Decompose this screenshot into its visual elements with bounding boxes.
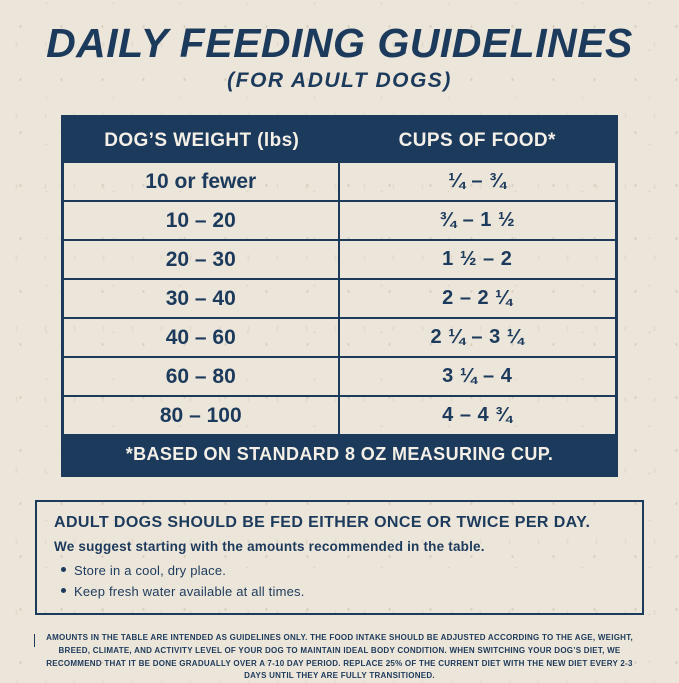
page-title: DAILY FEEDING GUIDELINES [46, 20, 633, 66]
cups-cell: 2 ¼ – 3 ¼ [430, 326, 524, 349]
weight-cell: 40 – 60 [64, 319, 340, 357]
cups-cell: 3 ¼ – 4 [442, 365, 513, 388]
cups-cell: 4 – 4 ¾ [442, 404, 513, 427]
info-heading: ADULT DOGS SHOULD BE FED EITHER ONCE OR … [54, 514, 591, 532]
weight-cell: 80 – 100 [64, 397, 340, 435]
fine-print-left-rule [33, 634, 35, 648]
cups-cell: ¾ – 1 ½ [439, 209, 516, 232]
bullet-item: Keep fresh water available at all times. [61, 584, 625, 600]
weight-cell: 60 – 80 [64, 358, 340, 396]
bullet-text: Keep fresh water available at all times. [74, 584, 305, 600]
table-row: 80 – 100 4 – 4 ¾ [64, 395, 615, 435]
cups-cell: 1 ½ – 2 [442, 248, 513, 271]
table-footnote: *BASED ON STANDARD 8 OZ MEASURING CUP. [64, 434, 615, 475]
bullet-item: Store in a cool, dry place. [61, 563, 625, 579]
weight-cell: 30 – 40 [64, 280, 340, 318]
table-row: 10 – 20 ¾ – 1 ½ [64, 200, 615, 240]
page-subtitle: (FOR ADULT DOGS) [227, 69, 452, 93]
fine-print-block: AMOUNTS IN THE TABLE ARE INTENDED AS GUI… [33, 632, 642, 683]
table-row: 60 – 80 3 ¼ – 4 [64, 356, 615, 396]
table-header-row: DOG’S WEIGHT (lbs) CUPS OF FOOD* [64, 118, 615, 164]
cups-cell: ¼ – ¾ [448, 170, 507, 193]
bullet-dot-icon [61, 567, 66, 573]
table-header-weight: DOG’S WEIGHT (lbs) [104, 129, 300, 151]
table-header-cups: CUPS OF FOOD* [398, 129, 556, 151]
table-row: 20 – 30 1 ½ – 2 [64, 239, 615, 279]
table-row: 30 – 40 2 – 2 ¼ [64, 278, 615, 318]
weight-cell: 10 or fewer [64, 163, 340, 201]
bullet-text: Store in a cool, dry place. [74, 563, 227, 579]
bullet-dot-icon [61, 588, 66, 594]
weight-cell: 20 – 30 [64, 241, 340, 279]
table-row: 40 – 60 2 ¼ – 3 ¼ [64, 317, 615, 357]
feeding-info-box: ADULT DOGS SHOULD BE FED EITHER ONCE OR … [35, 500, 644, 616]
feeding-table: DOG’S WEIGHT (lbs) CUPS OF FOOD* 10 or f… [61, 115, 618, 478]
weight-cell: 10 – 20 [64, 202, 340, 240]
fine-print-text: AMOUNTS IN THE TABLE ARE INTENDED AS GUI… [46, 633, 633, 681]
cups-cell: 2 – 2 ¼ [442, 287, 513, 310]
info-subheading: We suggest starting with the amounts rec… [54, 539, 485, 555]
table-row: 10 or fewer ¼ – ¾ [64, 163, 615, 201]
info-bullet-list: Store in a cool, dry place. Keep fresh w… [54, 563, 625, 599]
